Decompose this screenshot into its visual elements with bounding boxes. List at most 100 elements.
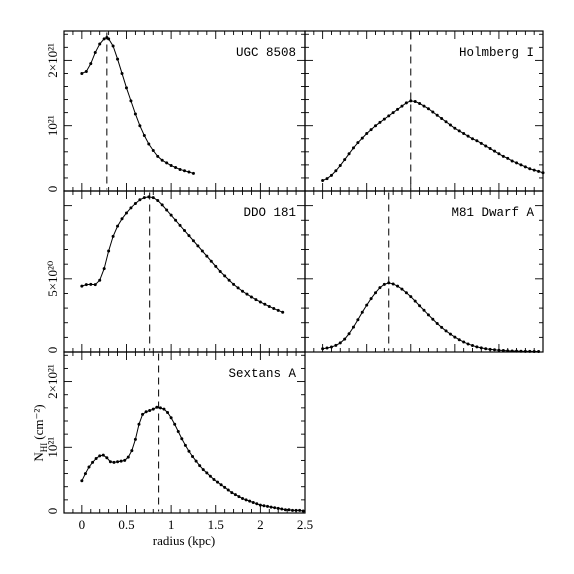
y-tick-label: 10²¹ <box>45 437 60 458</box>
data-point <box>321 179 325 183</box>
data-point <box>105 456 109 460</box>
data-point <box>329 173 333 177</box>
data-point <box>448 332 452 336</box>
data-point <box>196 244 200 248</box>
data-point <box>258 503 262 507</box>
data-point <box>169 213 173 217</box>
data-point <box>162 407 166 411</box>
data-point <box>245 292 249 296</box>
data-point <box>102 37 106 41</box>
data-point <box>329 345 333 349</box>
data-point <box>187 234 191 238</box>
data-point <box>283 508 287 512</box>
data-point <box>378 120 382 124</box>
data-point <box>374 291 378 295</box>
data-point <box>267 304 271 308</box>
data-point <box>413 299 417 303</box>
data-point <box>453 335 457 339</box>
y-axis-label-symbol: N <box>31 452 46 462</box>
data-point <box>108 460 112 464</box>
data-point <box>209 259 213 263</box>
data-point <box>287 508 291 512</box>
panel-label-sextans-a: Sextans A <box>228 367 296 381</box>
data-point <box>409 99 413 103</box>
data-point <box>119 459 123 463</box>
data-point <box>123 458 127 462</box>
data-point <box>227 278 231 282</box>
data-point <box>258 300 262 304</box>
data-point <box>418 101 422 105</box>
data-point <box>237 495 241 499</box>
panel-label-m81-dwarf-a: M81 Dwarf A <box>451 206 534 220</box>
data-point <box>532 350 536 354</box>
data-point <box>365 132 369 136</box>
data-point <box>294 508 298 512</box>
x-tick-label: 0 <box>79 517 86 532</box>
data-point <box>241 289 245 293</box>
data-point <box>475 345 479 349</box>
data-point <box>413 100 417 104</box>
data-point <box>515 349 519 353</box>
data-point <box>537 169 541 173</box>
y-tick-label: 2×10²¹ <box>45 43 60 78</box>
data-point <box>484 144 488 148</box>
data-point <box>374 124 378 128</box>
data-point <box>360 310 364 314</box>
data-point <box>510 159 514 163</box>
x-tick-label: 0.5 <box>118 517 134 532</box>
data-point <box>174 165 178 169</box>
data-point <box>98 278 102 282</box>
panel-frame-sextans-a <box>63 351 306 514</box>
data-point <box>91 460 95 464</box>
data-point <box>112 460 116 464</box>
data-point <box>440 325 444 329</box>
data-point <box>102 267 106 271</box>
data-point <box>440 117 444 121</box>
y-axis-label-subscript: HI <box>39 443 49 453</box>
data-point <box>497 348 501 352</box>
y-tick-label: 0 <box>45 347 60 354</box>
data-point <box>426 107 430 111</box>
data-point <box>269 505 273 509</box>
data-point <box>98 454 102 458</box>
data-point <box>273 506 277 510</box>
data-point <box>223 274 227 278</box>
data-point <box>98 42 102 46</box>
data-point <box>94 456 98 460</box>
data-point <box>187 170 191 174</box>
profile-line-ddo-181 <box>81 196 283 313</box>
data-point <box>501 349 505 353</box>
data-point <box>262 504 266 508</box>
data-point <box>387 114 391 118</box>
data-point <box>89 62 93 66</box>
data-point <box>111 44 115 48</box>
data-point <box>351 325 355 329</box>
data-point <box>334 343 338 347</box>
panel-ddo-181: 5×10²⁰ 0 DDO 181 <box>45 190 306 354</box>
data-point <box>382 117 386 121</box>
data-point <box>325 177 329 181</box>
data-point <box>178 167 182 171</box>
data-point <box>298 508 302 512</box>
data-point <box>251 500 255 504</box>
profile-line-m81-dwarf-a <box>322 282 539 353</box>
data-point <box>165 161 169 165</box>
data-point <box>133 437 137 441</box>
data-point <box>523 165 527 169</box>
data-point <box>191 171 195 175</box>
data-point <box>191 454 195 458</box>
svg-text:NHI(cm⁻²): NHI (cm⁻²) <box>31 404 49 461</box>
data-point <box>497 152 501 156</box>
data-point <box>107 37 111 41</box>
data-point <box>183 443 187 447</box>
data-point <box>124 211 128 215</box>
data-point <box>212 477 216 481</box>
data-point <box>396 107 400 111</box>
data-point <box>365 303 369 307</box>
data-point <box>418 304 422 308</box>
data-point <box>493 149 497 153</box>
data-point <box>84 69 88 73</box>
data-point <box>205 471 209 475</box>
data-point <box>484 347 488 351</box>
data-point <box>457 129 461 133</box>
